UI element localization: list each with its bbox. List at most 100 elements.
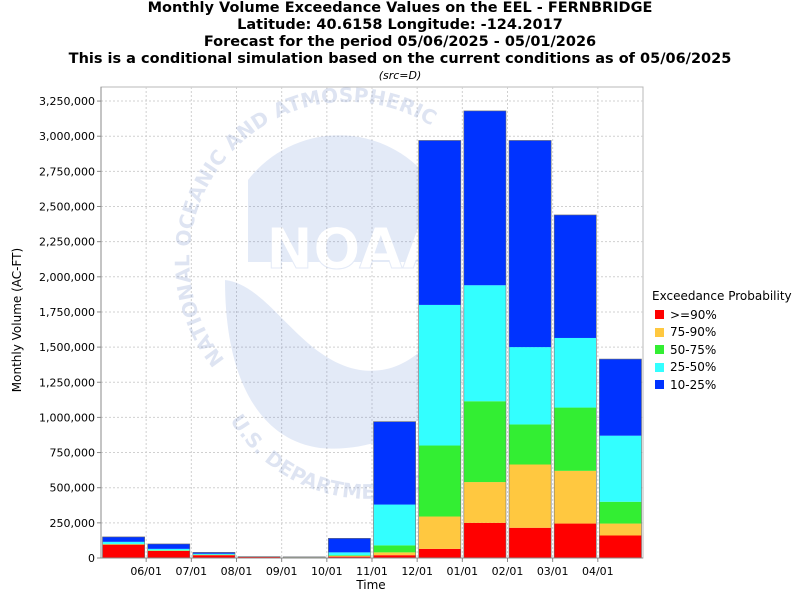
- bar-segment: [418, 140, 461, 305]
- bar-segment: [554, 470, 597, 524]
- bar-segment: [418, 516, 461, 549]
- bar-segment: [328, 555, 371, 557]
- chart-subtitle-conditions: This is a conditional simulation based o…: [68, 51, 732, 67]
- x-tick-label: 10/01: [311, 565, 343, 578]
- y-tick-label: 3,000,000: [39, 130, 95, 143]
- y-tick-label: 0: [88, 552, 95, 565]
- bar-segment: [554, 337, 597, 408]
- bar-segment: [147, 548, 190, 551]
- bar-segment: [463, 522, 506, 558]
- bar-segment: [102, 536, 145, 542]
- bar-segment: [373, 545, 416, 553]
- bar-segment: [147, 550, 190, 558]
- bar-segment: [373, 555, 416, 558]
- gridlines: [101, 87, 643, 559]
- legend: Exceedance Probability >=90% 75-90% 50-75%…: [652, 289, 792, 394]
- month-bar-stack: [463, 110, 507, 559]
- bar-segment: [463, 285, 506, 402]
- noaa-logo-sky: [248, 135, 430, 262]
- legend-items: >=90% 75-90% 50-75% 25-50% 10-25%: [652, 306, 792, 394]
- bar-segment: [509, 424, 552, 465]
- x-tick-label: 09/01: [266, 565, 298, 578]
- bar-segment: [192, 555, 235, 558]
- x-tick-label: 11/01: [356, 565, 388, 578]
- bar-segment: [509, 140, 552, 348]
- month-bar-stack: [192, 552, 236, 559]
- bar-segment: [509, 527, 552, 558]
- bar-segment: [599, 501, 642, 524]
- bar-segment: [147, 543, 190, 549]
- y-axis-label: Monthly Volume (AC-FT): [10, 248, 24, 392]
- bar-segment: [509, 347, 552, 425]
- bar-segment: [463, 482, 506, 523]
- bar-segment: [328, 552, 371, 556]
- month-bar-stack: [418, 140, 462, 559]
- x-tick-label: 01/01: [446, 565, 478, 578]
- y-tick-label: 1,750,000: [39, 306, 95, 319]
- y-tick-label: 1,000,000: [39, 411, 95, 424]
- bar-segment: [328, 556, 371, 558]
- x-tick-label: 07/01: [175, 565, 207, 578]
- bar-segment: [418, 445, 461, 517]
- x-tick-label: 04/01: [582, 565, 614, 578]
- chart-subtitle-period: Forecast for the period 05/06/2025 - 05/…: [203, 34, 597, 50]
- bar-segment: [554, 523, 597, 558]
- legend-item: 10-25%: [652, 376, 792, 394]
- chart-titles: Monthly Volume Exceedance Values on the …: [0, 0, 800, 83]
- y-tick-label: 1,250,000: [39, 376, 95, 389]
- legend-item: >=90%: [652, 306, 792, 324]
- chart-source-note: (src=D): [378, 69, 422, 82]
- month-bar-stack: [553, 214, 597, 559]
- bar-segment: [102, 541, 145, 544]
- y-tick-label: 2,750,000: [39, 165, 95, 178]
- y-tick-label: 1,500,000: [39, 341, 95, 354]
- bar-segment: [463, 110, 506, 286]
- x-axis-label: Time: [355, 578, 385, 592]
- legend-swatch: [655, 380, 664, 390]
- legend-label: 10-25%: [670, 377, 717, 392]
- month-bar-stack: [373, 421, 416, 559]
- legend-item: 75-90%: [652, 324, 792, 342]
- x-tick-label: 03/01: [537, 565, 569, 578]
- legend-label: 25-50%: [670, 360, 717, 375]
- bar-segment: [599, 435, 642, 502]
- bar-segment: [509, 464, 552, 528]
- bar-segment: [192, 553, 235, 555]
- legend-swatch: [655, 310, 664, 320]
- bar-segment: [599, 535, 642, 558]
- x-tick-label: 02/01: [492, 565, 524, 578]
- stacked-bars: [102, 110, 642, 559]
- chart-title: Monthly Volume Exceedance Values on the …: [147, 0, 653, 16]
- bar-segment: [192, 552, 235, 554]
- legend-swatch: [655, 345, 664, 355]
- y-tick-label: 750,000: [50, 447, 96, 460]
- bar-segment: [373, 504, 416, 546]
- chart-subtitle-location: Latitude: 40.6158 Longitude: -124.2017: [237, 17, 563, 33]
- x-tick-label: 06/01: [130, 565, 162, 578]
- x-tick-label: 12/01: [401, 565, 433, 578]
- axes: 0 250,000 500,000 750,000 1,000,000 1,250,000…: [39, 87, 643, 578]
- bar-segment: [554, 407, 597, 471]
- bar-segment: [328, 538, 371, 553]
- y-tick-label: 2,250,000: [39, 236, 95, 249]
- legend-label: >=90%: [670, 307, 717, 322]
- legend-item: 50-75%: [652, 341, 792, 359]
- y-tick-label: 500,000: [50, 482, 96, 495]
- bar-segment: [102, 544, 145, 558]
- month-bar-stack: [328, 538, 371, 559]
- bar-segment: [554, 214, 597, 338]
- bar-segment: [599, 359, 642, 436]
- legend-title: Exceedance Probability: [652, 289, 792, 303]
- month-bar-stack: [147, 543, 191, 559]
- y-tick-label: 250,000: [50, 517, 96, 530]
- bar-segment: [328, 555, 371, 556]
- legend-item: 25-50%: [652, 359, 792, 377]
- bar-segment: [418, 304, 461, 446]
- bar-segment: [373, 421, 416, 505]
- bar-segment: [373, 552, 416, 556]
- month-bar-stack: [508, 140, 552, 559]
- month-bar-stack: [599, 358, 642, 559]
- legend-label: 75-90%: [670, 325, 717, 340]
- noaa-logo-wave: [225, 280, 475, 449]
